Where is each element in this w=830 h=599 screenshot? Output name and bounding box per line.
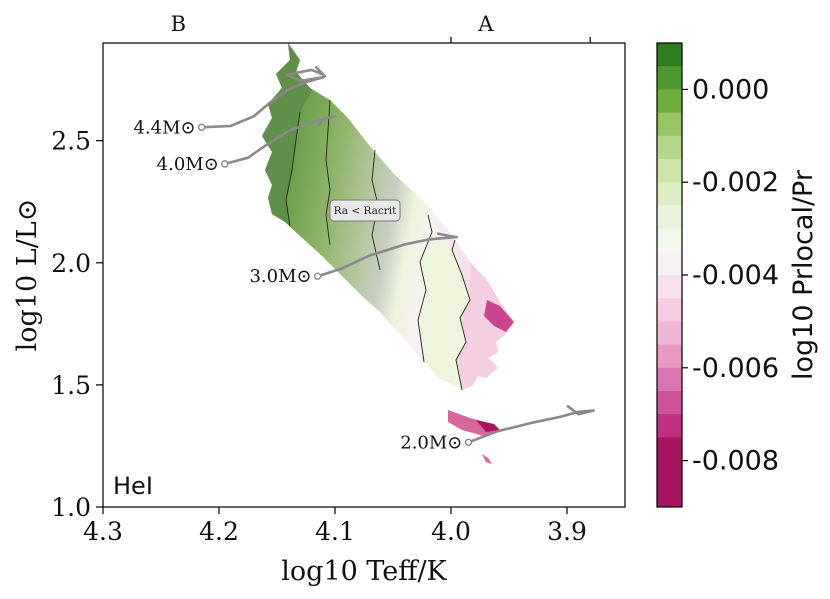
colorbar-tick-label: -0.004 [692, 260, 779, 291]
colorbar-level [657, 182, 682, 206]
plot-area: Ra < Racrit [197, 43, 595, 464]
annotation-box: Ra < Racrit [329, 199, 401, 222]
track-label: 2.0M⊙ [400, 432, 462, 453]
colorbar-tick-label: -0.006 [692, 353, 779, 384]
panel-label: HeI [113, 472, 153, 500]
track-label: 4.4M⊙ [133, 117, 195, 138]
y-axis-ticks: 1.0 1.5 2.0 2.5 [51, 127, 103, 522]
x-tick-label: 4.3 [83, 517, 123, 546]
y-axis-label: log10 L/L⊙ [12, 199, 43, 352]
colorbar-level [657, 275, 682, 299]
contour-magenta-low2 [476, 420, 500, 432]
colorbar [657, 43, 682, 508]
track-start-marker [313, 272, 322, 280]
x-tick-label: 3.9 [547, 517, 587, 546]
colorbar-level [657, 228, 682, 253]
y-tick-label: 2.5 [51, 127, 91, 156]
colorbar-tick-label: 0.000 [692, 74, 769, 105]
contour-light-green [418, 232, 470, 390]
axes-frame [102, 42, 626, 508]
colorbar-level [657, 159, 682, 183]
contour-magenta-tip [484, 300, 514, 332]
x-axis-ticks: 4.3 4.2 4.1 4.0 3.9 [83, 507, 587, 546]
colorbar-level [657, 344, 682, 369]
top-axis-label: A [477, 12, 494, 36]
track-line [467, 404, 595, 444]
colorbar-level [657, 367, 682, 392]
colorbar-level [657, 251, 682, 276]
contour-speck [482, 454, 492, 464]
track-start-marker [197, 123, 206, 131]
evolutionary-tracks [197, 66, 595, 446]
x-tick-label: 4.2 [199, 517, 239, 546]
colorbar-level [657, 135, 682, 160]
track-label: 4.0M⊙ [157, 154, 219, 175]
colorbar-level [657, 66, 682, 90]
colorbar-tick-label: -0.008 [692, 446, 779, 477]
track-line [224, 115, 337, 166]
track-label: 3.0M⊙ [249, 266, 311, 287]
contour-dark-green [262, 43, 312, 226]
colorbar-level [657, 437, 682, 508]
y-tick-label: 2.0 [51, 249, 91, 278]
colorbar-level [657, 205, 682, 230]
y-tick-label: 1.5 [51, 371, 91, 400]
x-tick-label: 4.0 [431, 517, 471, 546]
x-tick-label: 4.1 [315, 517, 355, 546]
colorbar-level [657, 321, 682, 346]
colorbar-level [657, 112, 682, 137]
colorbar-tick-label: -0.002 [692, 167, 779, 198]
annotation-text: Ra < Racrit [334, 205, 398, 217]
colorbar-level [657, 391, 682, 415]
track-line [317, 232, 459, 278]
x-axis-label: log10 Teff/K [281, 556, 447, 587]
top-axis-label: B [171, 12, 186, 36]
contour-pink [456, 262, 514, 390]
colorbar-level [657, 43, 682, 67]
colorbar-level [657, 89, 682, 114]
track-labels: 4.4M⊙ 4.0M⊙ 3.0M⊙ 2.0M⊙ [133, 117, 462, 453]
colorbar-level [657, 414, 682, 438]
colorbar-level [657, 298, 682, 322]
track-start-marker [464, 438, 473, 446]
y-tick-label: 1.0 [51, 493, 91, 522]
colorbar-ticks: 0.000 -0.002 -0.004 -0.006 -0.008 [682, 74, 779, 477]
track-line [201, 66, 327, 129]
track-start-marker [221, 160, 229, 168]
colorbar-label: log10 Prlocal/Pr [788, 169, 819, 380]
